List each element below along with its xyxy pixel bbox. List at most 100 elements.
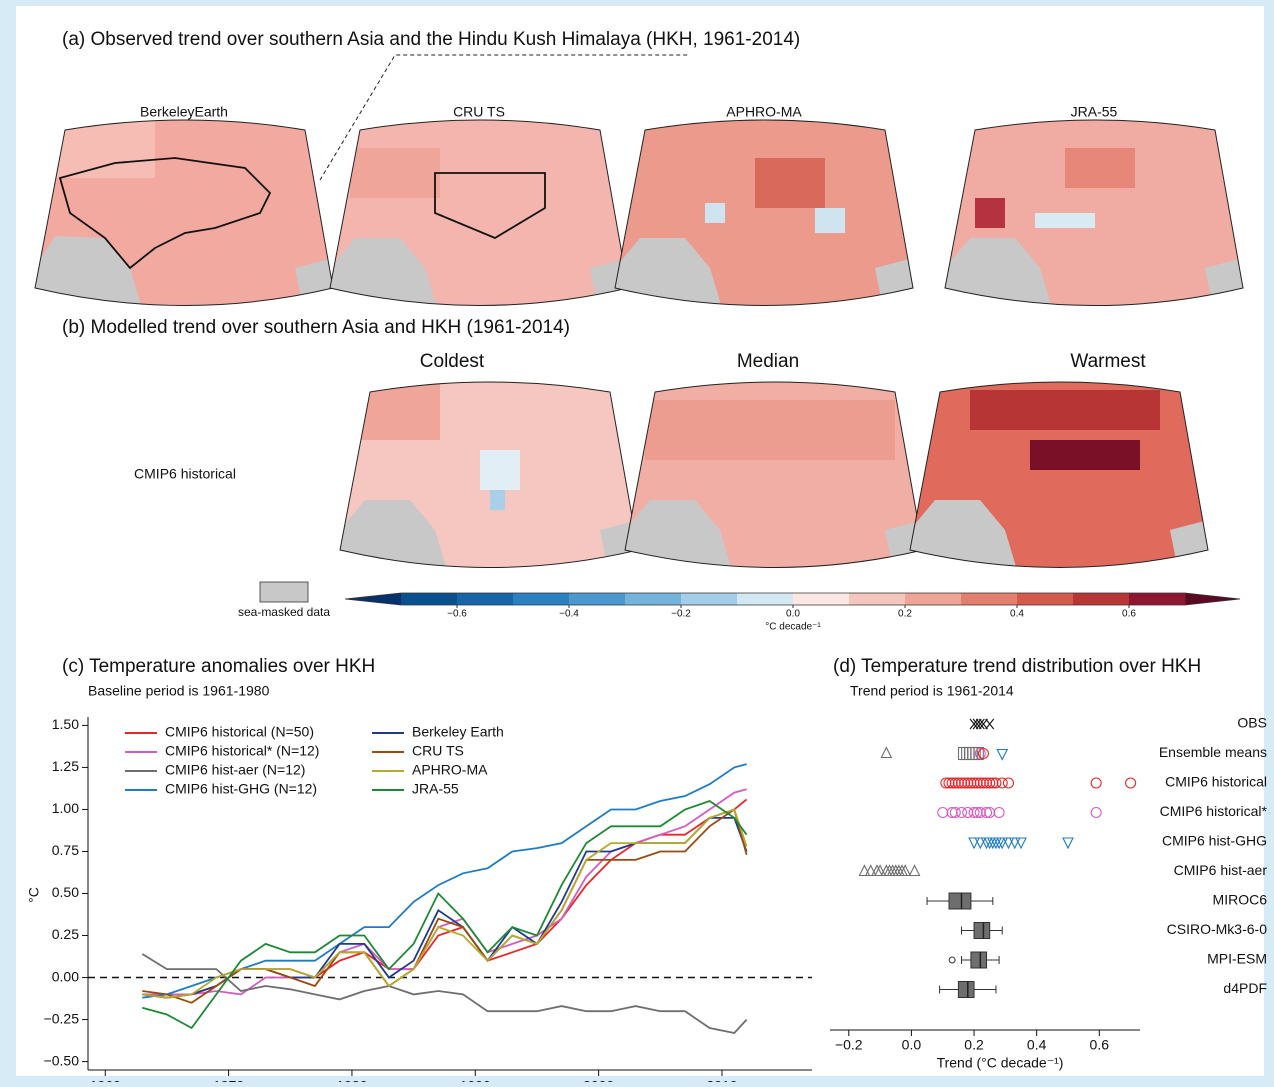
point [996,837,1009,850]
whisker [939,985,959,994]
colorbar-segment [905,593,962,605]
outlier [948,956,956,964]
x-tick-label: 0.0 [902,1037,922,1053]
colorbar-segment [793,593,850,605]
point [949,806,961,819]
legend-label: CMIP6 hist-aer (N=12) [165,762,305,778]
colorbar-tick-label: 0.6 [1122,609,1136,620]
mask-swatch [259,581,309,603]
colorbar-segment [681,593,738,605]
point [974,777,986,789]
y-axis-label: °C [26,887,42,903]
map-title: APHRO-MA [726,104,802,120]
map-title: Warmest [1070,351,1146,372]
point [858,864,871,877]
colorbar-extend [345,593,401,605]
whisker [961,956,971,964]
legend-label: CMIP6 hist-GHG (N=12) [165,781,317,797]
point [899,864,912,877]
point [874,864,886,877]
x-tick-label: 1980 [336,1078,367,1082]
row-label: MPI-ESM [1207,951,1267,967]
point [993,806,1005,819]
point [977,747,989,760]
row-label: CMIP6 historical [134,466,236,482]
x-tick-label: 1960 [90,1078,121,1082]
point [974,806,986,819]
colorbar-segment [1073,593,1130,605]
whisker [926,897,949,905]
point [962,777,974,789]
whisker [961,926,975,935]
point [1015,837,1027,850]
point [1090,777,1102,789]
y-tick-label: 1.50 [52,716,79,732]
colorbar-segment [569,593,626,605]
point [981,806,993,819]
map-title: CRU TS [453,104,505,120]
point [1008,837,1021,850]
panel-c-title: (c) Temperature anomalies over HKH [62,656,375,677]
colorbar-tick-label: 0.0 [786,609,800,620]
x-tick-label: 2010 [706,1078,737,1082]
point [969,718,979,730]
y-tick-label: 1.25 [52,758,79,774]
box [948,892,972,910]
colorbar-extend [1185,593,1240,605]
y-tick-label: 1.00 [52,800,79,816]
x-tick-label: −0.2 [835,1037,863,1053]
colorbar-tick-label: −0.4 [559,609,579,620]
point [996,777,1008,789]
point [996,748,1009,761]
map [339,381,639,568]
map-title: BerkeleyEarth [140,104,228,120]
point [962,806,974,819]
map-title: JRA-55 [1071,104,1118,120]
map-title: Median [737,351,799,372]
x-tick-label: 0.4 [1027,1037,1047,1053]
legend-label: CMIP6 historical (N=50) [165,724,314,740]
point [955,806,968,819]
colorbar-tick-label: −0.2 [671,609,691,620]
row-label: d4PDF [1223,980,1267,996]
point [974,747,986,760]
x-tick-label: 1990 [460,1078,491,1082]
x-tick-label: 1970 [213,1078,244,1082]
row-label: CMIP6 historical [1165,774,1267,790]
map [624,381,924,568]
x-tick-label: 2000 [583,1078,614,1082]
box [973,922,991,939]
series-line [142,800,748,1030]
colorbar-tick-label: −0.6 [447,609,467,620]
point [971,806,983,819]
point [981,777,993,789]
point [1125,777,1137,789]
y-tick-label: 0.25 [52,926,79,942]
point [965,777,977,789]
y-tick-label: −0.25 [44,1010,80,1026]
colorbar-unit: °C decade⁻¹ [765,622,821,633]
row-label: Ensemble means [1159,744,1267,760]
colorbar-outline [344,592,1241,606]
x-tick-label: 0.2 [964,1037,984,1053]
series-line [142,763,747,999]
point [968,837,980,850]
map [614,119,914,306]
map [329,119,629,306]
x-tick-label: 0.6 [1090,1037,1110,1053]
point [1062,837,1074,850]
point [1090,806,1102,819]
panel-a-title: (a) Observed trend over southern Asia an… [62,29,800,50]
colorbar-segment [625,593,682,605]
colorbar-segment [513,593,570,605]
point [972,718,982,730]
point [985,718,995,730]
point [943,777,955,789]
point [976,746,984,761]
colorbar-tick-label: 0.2 [898,609,912,620]
mask-label: sea-masked data [238,605,330,619]
legend-label: Berkeley Earth [412,724,504,740]
point [940,777,952,789]
